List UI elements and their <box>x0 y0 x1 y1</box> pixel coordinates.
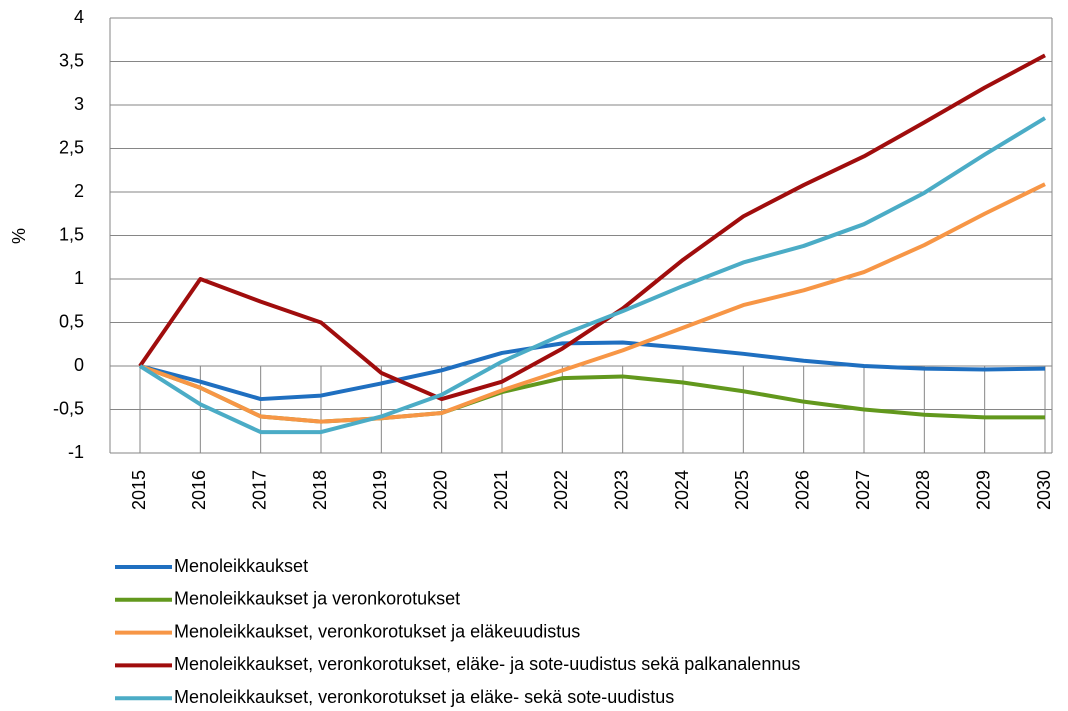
y-tick-label: 0 <box>74 355 84 375</box>
x-tick-label: 2030 <box>1034 470 1054 510</box>
y-tick-label: 2,5 <box>59 137 84 157</box>
x-tick-label: 2026 <box>792 470 812 510</box>
y-tick-label: 1 <box>74 268 84 288</box>
x-tick-label: 2021 <box>491 470 511 510</box>
x-tick-label: 2029 <box>973 470 993 510</box>
legend-label: Menoleikkaukset, veronkorotukset ja eläk… <box>174 687 674 707</box>
series-line <box>138 116 1047 435</box>
x-tick-label: 2025 <box>732 470 752 510</box>
series-line <box>138 53 1046 402</box>
y-tick-label: 2 <box>74 181 84 201</box>
x-tick-label: 2027 <box>853 470 873 510</box>
legend-label: Menoleikkaukset <box>174 556 308 576</box>
y-tick-label: 4 <box>74 7 84 27</box>
x-tick-label: 2016 <box>189 470 209 510</box>
x-tick-label: 2020 <box>430 470 450 510</box>
y-tick-label: -1 <box>68 442 84 462</box>
series-line <box>139 364 1045 424</box>
x-tick-label: 2028 <box>913 470 933 510</box>
legend-label: Menoleikkaukset, veronkorotukset, eläke-… <box>174 654 800 674</box>
y-tick-label: 3,5 <box>59 50 84 70</box>
y-tick-label: 1,5 <box>59 224 84 244</box>
y-axis-label: % <box>9 228 29 244</box>
legend-label: Menoleikkaukset ja veronkorotukset <box>174 589 460 609</box>
x-tick-label: 2023 <box>611 470 631 510</box>
series-line <box>139 340 1046 402</box>
legend-label: Menoleikkaukset, veronkorotukset ja eläk… <box>174 621 580 641</box>
x-tick-label: 2024 <box>672 470 692 510</box>
x-tick-label: 2019 <box>370 470 390 510</box>
y-tick-label: -0,5 <box>53 398 84 418</box>
y-tick-label: 0,5 <box>59 311 84 331</box>
x-tick-label: 2015 <box>129 470 149 510</box>
y-tick-label: 3 <box>74 94 84 114</box>
x-tick-label: 2022 <box>551 470 571 510</box>
series-line <box>139 182 1046 424</box>
x-tick-label: 2017 <box>249 470 269 510</box>
x-tick-label: 2018 <box>310 470 330 510</box>
